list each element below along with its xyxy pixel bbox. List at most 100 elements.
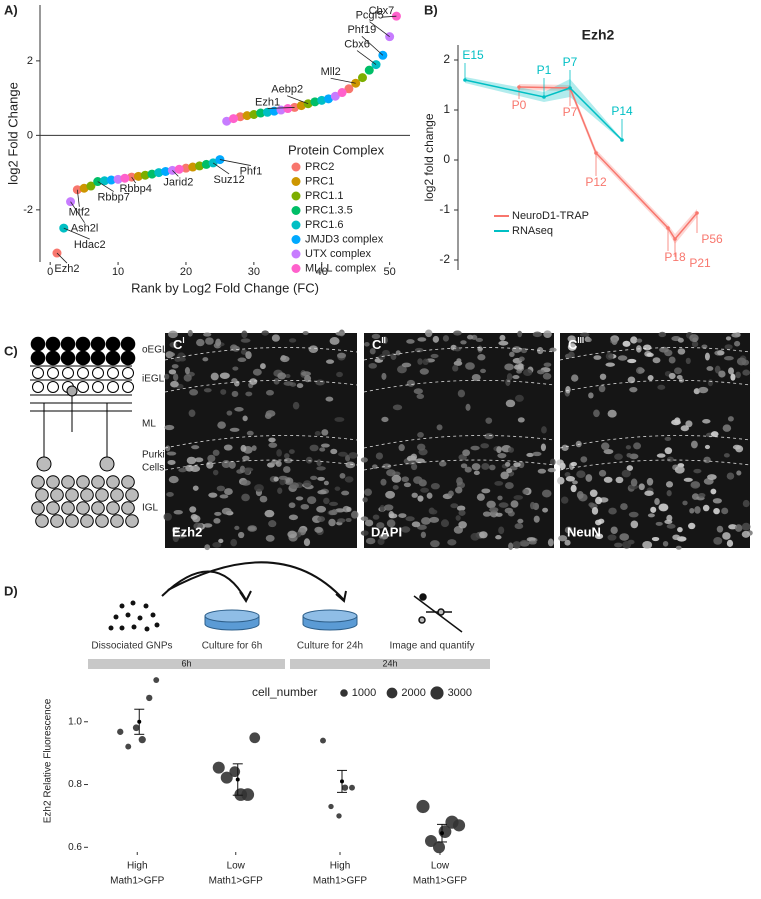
oegl-cell bbox=[120, 350, 136, 366]
nucleus bbox=[219, 372, 230, 379]
nucleus bbox=[716, 525, 724, 533]
nucleus bbox=[375, 452, 384, 460]
nucleus bbox=[202, 357, 209, 362]
nucleus bbox=[455, 515, 461, 521]
nucleus bbox=[605, 362, 615, 367]
tag-sup: III bbox=[577, 336, 584, 345]
data-point bbox=[174, 164, 184, 174]
panel-tag: CI bbox=[173, 336, 185, 352]
nucleus bbox=[608, 507, 617, 515]
workflow-icons bbox=[108, 561, 463, 633]
nucleus bbox=[397, 365, 407, 374]
nucleus bbox=[704, 444, 711, 450]
legend-swatch bbox=[291, 220, 301, 230]
nucleus bbox=[171, 364, 179, 369]
annotation: Ash2l bbox=[71, 223, 99, 235]
panel-tag: CII bbox=[372, 336, 386, 352]
legend-label: MLLL complex bbox=[305, 262, 377, 274]
nucleus bbox=[620, 503, 628, 510]
annotation: Ezh1 bbox=[255, 96, 280, 108]
nucleus bbox=[703, 456, 711, 464]
legend-label: PRC1 bbox=[305, 175, 334, 187]
annotation-leader bbox=[97, 181, 114, 192]
nucleus bbox=[382, 349, 390, 357]
nucleus bbox=[224, 488, 233, 496]
nucleus bbox=[438, 460, 447, 467]
nucleus bbox=[607, 534, 617, 541]
nucleus bbox=[401, 362, 412, 368]
nucleus bbox=[440, 519, 449, 528]
legend-label: RNAseq bbox=[512, 225, 553, 237]
nucleus bbox=[489, 464, 496, 471]
oegl-cell bbox=[105, 336, 121, 352]
nucleus bbox=[406, 339, 415, 344]
nucleus bbox=[622, 340, 631, 347]
cell-dots-icon bbox=[108, 600, 160, 632]
nucleus bbox=[508, 542, 514, 550]
nucleus bbox=[232, 366, 239, 371]
nucleus bbox=[658, 331, 667, 338]
nucleus bbox=[579, 332, 590, 337]
nucleus bbox=[315, 379, 325, 386]
nucleus bbox=[628, 511, 639, 518]
nucleus bbox=[192, 485, 199, 491]
nucleus bbox=[386, 519, 396, 528]
annotation: Suz12 bbox=[214, 174, 245, 186]
nucleus bbox=[234, 525, 240, 531]
nucleus bbox=[742, 499, 750, 508]
y-tick-label: 2 bbox=[443, 52, 450, 66]
nucleus bbox=[659, 346, 669, 353]
nucleus bbox=[722, 532, 731, 540]
nucleus bbox=[541, 426, 547, 434]
point-label: P21 bbox=[689, 256, 711, 270]
x-tick-label: High bbox=[330, 861, 351, 872]
x-tick-label: 50 bbox=[384, 266, 396, 278]
point-label: E15 bbox=[462, 48, 484, 62]
igl-cell bbox=[125, 488, 139, 502]
nucleus bbox=[247, 525, 258, 532]
nucleus bbox=[565, 476, 576, 482]
nucleus bbox=[348, 452, 358, 459]
nucleus bbox=[626, 453, 632, 458]
nucleus bbox=[385, 490, 396, 499]
nucleus bbox=[642, 541, 653, 549]
nucleus bbox=[320, 443, 330, 448]
nucleus bbox=[251, 445, 257, 451]
nucleus bbox=[398, 444, 405, 452]
nucleus bbox=[505, 378, 511, 387]
nucleus bbox=[664, 436, 672, 441]
igl-cell bbox=[31, 475, 45, 489]
nucleus bbox=[714, 365, 721, 374]
nucleus bbox=[430, 540, 440, 548]
igl-cell bbox=[65, 514, 79, 528]
data-point bbox=[113, 174, 123, 184]
nucleus bbox=[626, 465, 634, 471]
nucleus bbox=[288, 502, 296, 509]
nucleus bbox=[283, 381, 294, 386]
x-axis-label: Rank by Log2 Fold Change (FC) bbox=[131, 280, 319, 295]
nucleus bbox=[188, 409, 196, 417]
iegl-cell bbox=[32, 367, 44, 379]
nucleus bbox=[710, 488, 717, 495]
nucleus bbox=[741, 530, 751, 538]
nucleus bbox=[371, 333, 381, 340]
annotation-leader bbox=[76, 189, 80, 207]
nucleus bbox=[513, 462, 521, 468]
nucleus bbox=[414, 347, 424, 353]
nucleus bbox=[677, 527, 683, 533]
nucleus bbox=[512, 375, 520, 380]
nucleus bbox=[505, 399, 516, 408]
layer-label: iEGL bbox=[142, 374, 165, 385]
nucleus bbox=[565, 385, 571, 394]
iegl-cell bbox=[47, 381, 59, 393]
annotation: Hdac2 bbox=[74, 239, 106, 251]
nucleus bbox=[317, 490, 327, 495]
nucleus bbox=[186, 456, 197, 465]
micrograph-bg bbox=[165, 333, 357, 548]
annotation: Jarid2 bbox=[163, 176, 193, 188]
nucleus bbox=[221, 507, 232, 515]
nucleus bbox=[207, 454, 216, 463]
nucleus bbox=[721, 507, 729, 515]
nucleus bbox=[308, 345, 319, 354]
iegl-cell bbox=[77, 367, 89, 379]
